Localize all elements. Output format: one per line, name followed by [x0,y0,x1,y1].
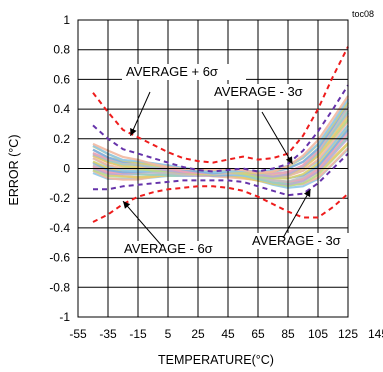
sigma-lines [92,46,349,223]
x-tick-label: -35 [99,327,117,341]
annotation-label-background [210,84,314,100]
annotation-label-background [120,241,220,257]
x-tick-labels: -55 -35 -15 5 25 45 65 85 105 125 145 [69,327,383,341]
annotation-arrowhead [130,128,137,136]
annotation-arrowhead [123,201,131,209]
annotation-1: AVERAGE + 6σ [122,64,246,137]
annotation-label: AVERAGE + 6σ [126,64,218,79]
x-tick-label: 45 [221,327,235,341]
x-tick-label: 125 [338,327,358,341]
x-tick-label: 25 [191,327,205,341]
annotation-arrowhead [285,156,293,165]
series-line-average-minus-3sigma [93,152,349,197]
y-tick-label: 0.8 [53,43,70,57]
x-tick-label: -55 [69,327,87,341]
annotation-label-background [122,64,246,80]
x-tick-label: 5 [165,327,172,341]
x-tick-label: 65 [251,327,265,341]
annotation-arrow-line [122,200,163,247]
annotations: AVERAGE + 6σ AVERAGE - 3σ AVERAGE - 6σ AVER… [120,64,352,257]
series-line-average-plus-3sigma [92,84,349,173]
y-tick-label: 0.2 [53,132,70,146]
annotation-arrow-line [282,189,311,239]
annotation-2: AVERAGE - 3σ [210,84,314,165]
plot-frame [77,19,349,318]
x-tick-label: -15 [129,327,147,341]
y-tick-label: -0.2 [49,191,70,205]
y-tick-label: 0.4 [53,102,70,116]
y-tick-labels: -1 -0.8 -0.6 -0.4 -0.2 0 0.2 0.4 0.6 0.8 1 [49,13,70,324]
x-axis-label: TEMPERATURE(°C) [158,353,274,367]
annotation-arrow-line [130,91,151,137]
annotation-4: AVERAGE - 3σ [248,189,352,249]
x-tick-label: 85 [281,327,295,341]
annotation-label: AVERAGE - 3σ [252,233,341,248]
x-tick-label: 105 [308,327,328,341]
annotation-arrow-line [261,111,293,165]
figure-id-label: toc08 [352,9,374,19]
y-tick-label: -1 [59,310,70,324]
y-tick-label: -0.6 [49,251,70,265]
x-tick-label: 145 [368,327,383,341]
annotation-label: AVERAGE - 6σ [124,241,213,256]
annotation-arrowhead [304,189,311,198]
y-tick-label: 0.6 [53,72,70,86]
series-line-average-minus-6sigma [92,185,349,223]
y-tick-label: 0 [63,162,70,176]
y-tick-label: -0.8 [49,280,70,294]
y-tick-label: -0.4 [49,221,70,235]
annotation-label-background [248,233,352,249]
y-axis-label: ERROR (°C) [7,135,21,206]
annotation-label: AVERAGE - 3σ [214,84,303,99]
device-curve [92,95,349,174]
y-tick-label: 1 [63,13,70,27]
annotation-3: AVERAGE - 6σ [120,200,220,257]
